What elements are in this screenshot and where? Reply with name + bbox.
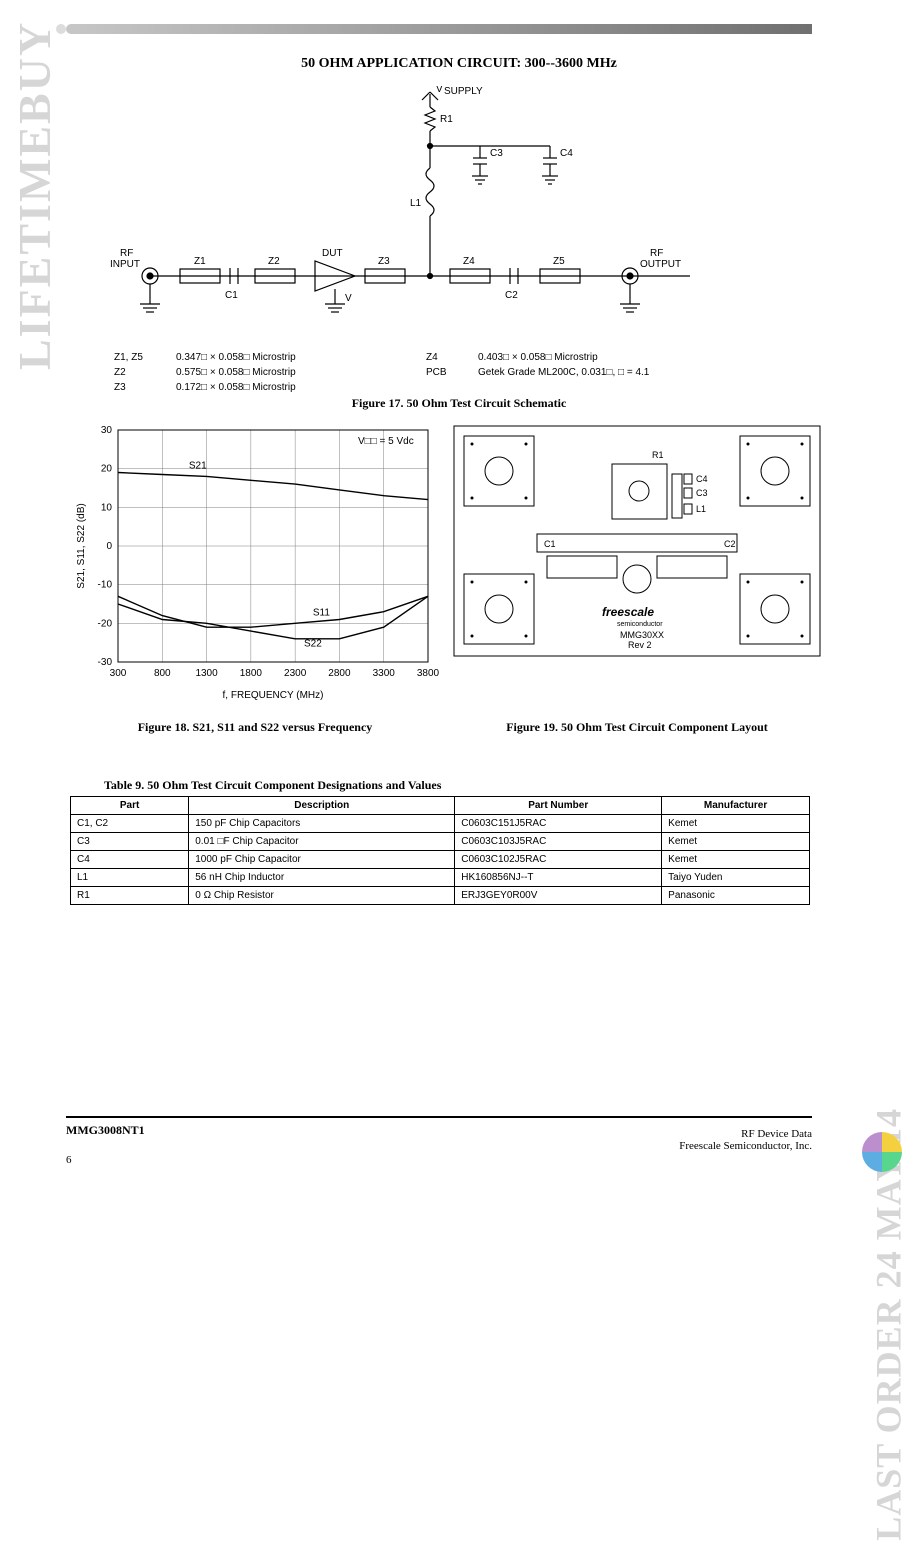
svg-text:INPUT: INPUT <box>110 259 140 270</box>
page-title: 50 OHM APPLICATION CIRCUIT: 300--3600 MH… <box>0 56 918 72</box>
sparam-chart: 300 800 1300 1800 2300 2800 3300 3800 -30 -20 -10 0… <box>70 420 440 710</box>
rf-output-label: RF <box>650 248 663 259</box>
svg-text:C3: C3 <box>490 148 503 159</box>
svg-text:2800: 2800 <box>328 668 351 679</box>
svg-text:S11: S11 <box>313 608 330 619</box>
svg-text:f, FREQUENCY (MHz): f, FREQUENCY (MHz) <box>223 690 324 701</box>
svg-text:freescale: freescale <box>602 605 654 619</box>
header-gradient-bar <box>66 24 812 34</box>
svg-text:30: 30 <box>101 425 113 436</box>
footer-right: RF Device Data Freescale Semiconductor, … <box>679 1128 812 1152</box>
watermark-last-ship: LAST SHIP 24 MAY 15 <box>910 60 918 444</box>
svg-text:0: 0 <box>106 541 112 552</box>
svg-text:C2: C2 <box>724 539 736 549</box>
watermark-lifetimebuy: LIFETIMEBUY <box>8 21 61 370</box>
svg-text:3300: 3300 <box>373 668 396 679</box>
footer-part-number: MMG3008NT1 <box>66 1123 145 1138</box>
svg-text:Z3: Z3 <box>378 256 390 267</box>
svg-text:S22: S22 <box>304 639 322 650</box>
svg-text:10: 10 <box>101 502 113 513</box>
svg-text:V: V <box>436 86 443 95</box>
svg-text:20: 20 <box>101 464 113 475</box>
svg-text:C4: C4 <box>696 474 708 484</box>
table9-title: Table 9. 50 Ohm Test Circuit Component D… <box>104 778 441 793</box>
svg-text:L1: L1 <box>410 198 422 209</box>
svg-text:V□□ = 5 Vdc: V□□ = 5 Vdc <box>358 436 414 447</box>
svg-text:semiconductor: semiconductor <box>617 621 663 628</box>
svg-text:1300: 1300 <box>195 668 218 679</box>
svg-text:Z2: Z2 <box>268 256 280 267</box>
svg-text:-30: -30 <box>98 657 113 668</box>
svg-text:S21, S11, S22 (dB): S21, S11, S22 (dB) <box>76 503 87 588</box>
svg-text:Rev 2: Rev 2 <box>628 640 652 650</box>
figure17-caption: Figure 17. 50 Ohm Test Circuit Schematic <box>0 396 918 411</box>
svg-text:Z5: Z5 <box>553 256 565 267</box>
svg-text:R1: R1 <box>440 114 453 125</box>
svg-text:DUT: DUT <box>322 248 343 259</box>
svg-text:S21: S21 <box>189 461 207 472</box>
svg-text:3800: 3800 <box>417 668 440 679</box>
page-number: 6 <box>66 1154 72 1166</box>
component-layout-figure: R1 C4 C3 L1 C1 C2 freescale semiconducto… <box>452 424 822 704</box>
svg-text:C2: C2 <box>505 290 518 301</box>
svg-text:C4: C4 <box>560 148 573 159</box>
schematic-figure: RFINPUT RFOUTPUT Z1 C1 Z2 DUT V Z3 L1 R1… <box>110 86 730 346</box>
svg-text:V: V <box>345 293 352 304</box>
svg-text:C1: C1 <box>225 290 238 301</box>
rf-input-label: RF <box>120 248 133 259</box>
footer-rule <box>66 1116 812 1118</box>
svg-text:C1: C1 <box>544 539 556 549</box>
svg-text:OUTPUT: OUTPUT <box>640 259 681 270</box>
viewer-logo-icon <box>858 1128 906 1176</box>
svg-text:2300: 2300 <box>284 668 307 679</box>
figure18-caption: Figure 18. S21, S11 and S22 versus Frequ… <box>70 720 440 735</box>
svg-text:-10: -10 <box>98 580 113 591</box>
svg-text:300: 300 <box>110 668 127 679</box>
svg-text:C3: C3 <box>696 488 708 498</box>
svg-text:1800: 1800 <box>240 668 263 679</box>
svg-text:-20: -20 <box>98 618 113 629</box>
svg-text:MMG30XX: MMG30XX <box>620 630 664 640</box>
svg-text:Z4: Z4 <box>463 256 475 267</box>
svg-text:800: 800 <box>154 668 171 679</box>
svg-text:Z1: Z1 <box>194 256 206 267</box>
component-table: PartDescriptionPart NumberManufacturer C… <box>70 796 810 905</box>
svg-text:R1: R1 <box>652 450 664 460</box>
figure19-caption: Figure 19. 50 Ohm Test Circuit Component… <box>452 720 822 735</box>
svg-text:L1: L1 <box>696 504 706 514</box>
microstrip-notes: Z1, Z50.347□ × 0.058□ MicrostripZ20.575□… <box>110 346 750 399</box>
svg-text:SUPPLY: SUPPLY <box>444 86 483 97</box>
